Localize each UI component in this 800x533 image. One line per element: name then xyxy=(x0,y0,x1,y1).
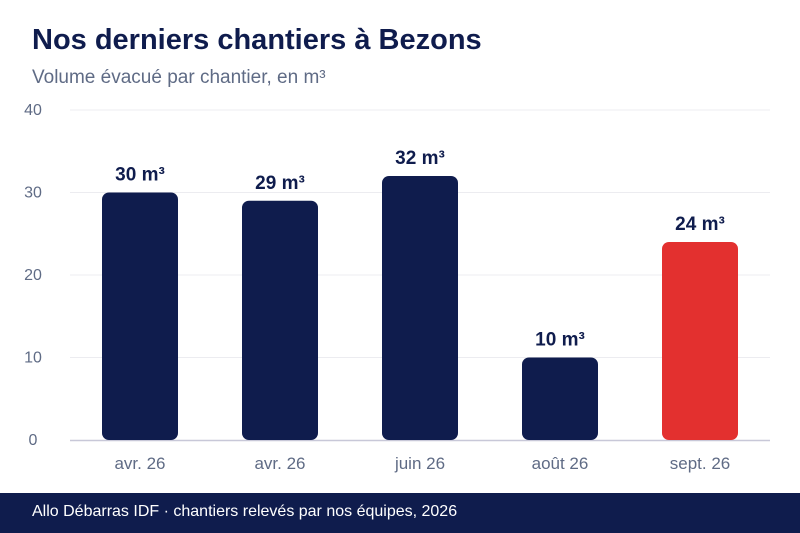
bar-value-label: 29 m³ xyxy=(255,173,305,194)
x-tick-label: sept. 26 xyxy=(670,454,731,473)
bar xyxy=(102,192,178,440)
x-tick-label: avr. 26 xyxy=(114,454,165,473)
footer-bar: Allo Débarras IDF · chantiers relevés pa… xyxy=(0,493,800,533)
chart-title: Nos derniers chantiers à Bezons xyxy=(32,24,482,56)
y-tick-label: 10 xyxy=(24,350,42,367)
bar-value-label: 30 m³ xyxy=(115,165,165,186)
bar-value-label: 24 m³ xyxy=(675,214,725,235)
chart-subtitle: Volume évacué par chantier, en m³ xyxy=(32,67,326,88)
bar-value-label: 32 m³ xyxy=(395,148,445,169)
y-tick-label: 20 xyxy=(24,267,42,284)
bar-chart: 0 10 20 30 40 30 m³ avr. 26 29 m³ avr. 26 32 m³ ju… xyxy=(24,102,770,473)
footer-source-text: Allo Débarras IDF · chantiers relevés pa… xyxy=(32,503,458,520)
bar xyxy=(242,200,318,440)
bar xyxy=(662,242,738,440)
x-tick-label: avr. 26 xyxy=(254,454,305,473)
y-tick-label: 30 xyxy=(24,185,42,202)
bar xyxy=(382,176,458,440)
y-tick-label: 40 xyxy=(24,102,42,119)
bar-value-label: 10 m³ xyxy=(535,330,585,351)
bar xyxy=(522,357,598,440)
x-tick-label: juin 26 xyxy=(394,454,445,473)
x-tick-label: août 26 xyxy=(532,454,589,473)
y-tick-label: 0 xyxy=(29,432,38,449)
